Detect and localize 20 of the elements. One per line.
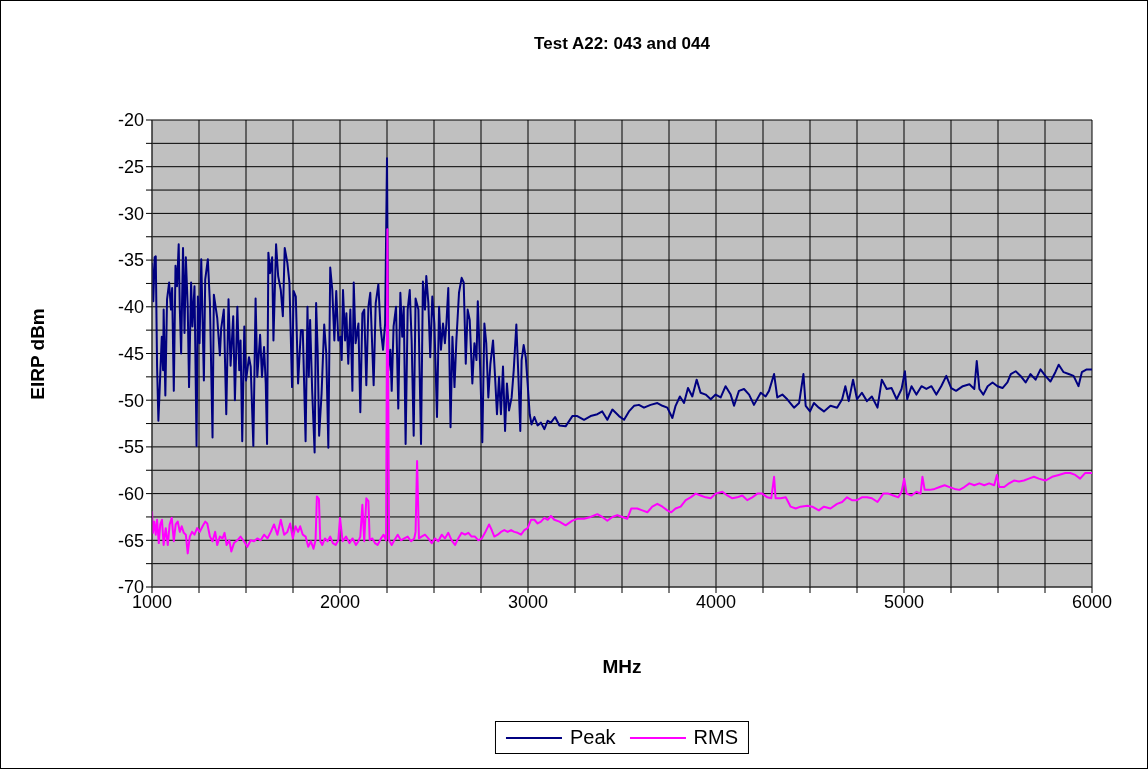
legend-label: RMS — [693, 726, 739, 749]
chart-title: Test A22: 043 and 044 — [534, 34, 710, 54]
y-tick-label: -65 — [117, 530, 144, 551]
y-tick-label: -40 — [117, 297, 144, 318]
x-tick-label: 6000 — [1071, 591, 1113, 612]
y-tick-label: -55 — [117, 437, 144, 458]
y-tick-label: -60 — [117, 483, 144, 504]
x-tick-label: 3000 — [507, 591, 549, 612]
x-tick-label: 4000 — [695, 591, 737, 612]
y-axis-title: EIRP dBm — [27, 307, 49, 400]
legend-label: Peak — [569, 726, 616, 749]
x-axis-title: MHz — [602, 656, 642, 678]
y-tick-label: -25 — [117, 157, 144, 178]
y-tick-label: -45 — [117, 343, 144, 364]
y-tick-label: -35 — [117, 250, 144, 271]
x-tick-label: 5000 — [883, 591, 925, 612]
y-tick-label: -30 — [117, 203, 144, 224]
y-tick-label: -20 — [117, 110, 144, 131]
y-tick-label: -50 — [117, 390, 144, 411]
x-tick-label: 2000 — [319, 591, 361, 612]
